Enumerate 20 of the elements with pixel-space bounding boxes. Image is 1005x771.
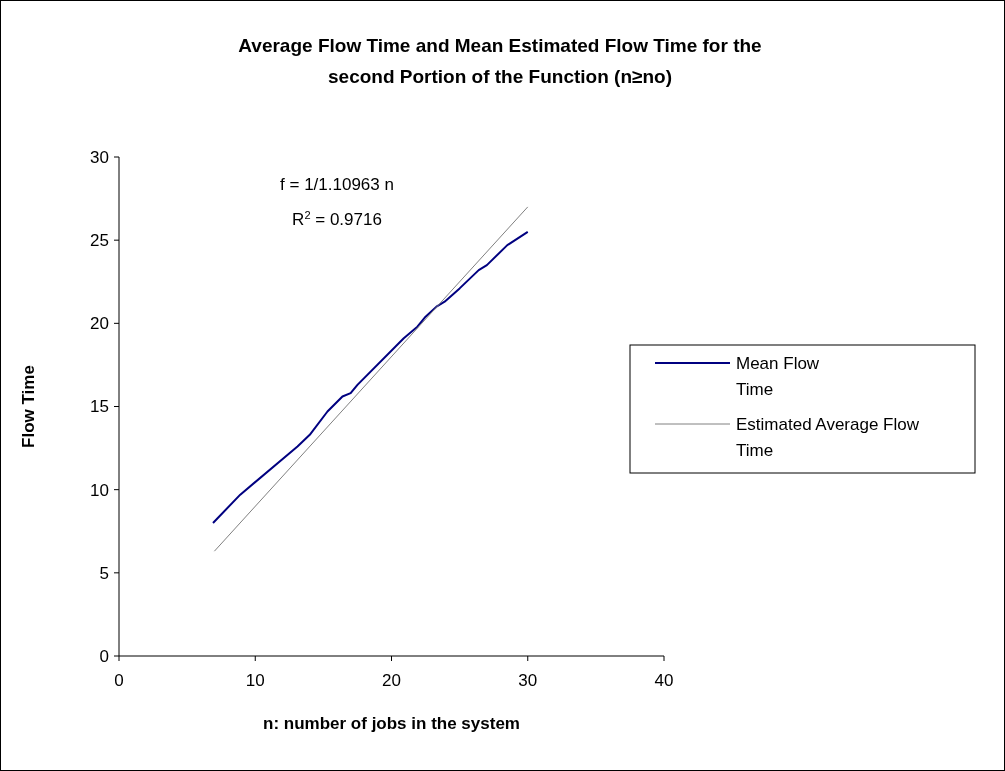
y-axis-title: Flow Time bbox=[19, 365, 38, 448]
chart-title: Average Flow Time and Mean Estimated Flow Time for the second Portion of the Function (n≥no) bbox=[238, 35, 762, 87]
line-series bbox=[212, 230, 529, 524]
y-tick-label: 0 bbox=[99, 646, 109, 666]
annotation: R$^{2}$ = 0.9716 bbox=[292, 209, 382, 229]
y-tick-label: 30 bbox=[90, 147, 109, 167]
x-axis-title: n: number of jobs in the system bbox=[263, 714, 520, 733]
x-tick-label: 20 bbox=[382, 671, 401, 690]
legend-label: Estimated Average Flow Time bbox=[736, 414, 920, 460]
y-tick-label: 10 bbox=[90, 480, 109, 500]
y-tick-label: 25 bbox=[90, 231, 109, 251]
annotation: f = 1/1.10963 n bbox=[280, 175, 394, 194]
x-tick-label: 30 bbox=[518, 671, 538, 690]
x-tick-label: 10 bbox=[245, 671, 265, 690]
legend-label: Mean Flow Time bbox=[736, 353, 824, 399]
y-tick-label: 5 bbox=[99, 563, 109, 583]
x-tick-label: 40 bbox=[654, 671, 674, 690]
y-tick-label: 15 bbox=[90, 397, 109, 417]
x-tick-label: 0 bbox=[114, 671, 124, 690]
y-tick-label: 20 bbox=[90, 314, 109, 334]
